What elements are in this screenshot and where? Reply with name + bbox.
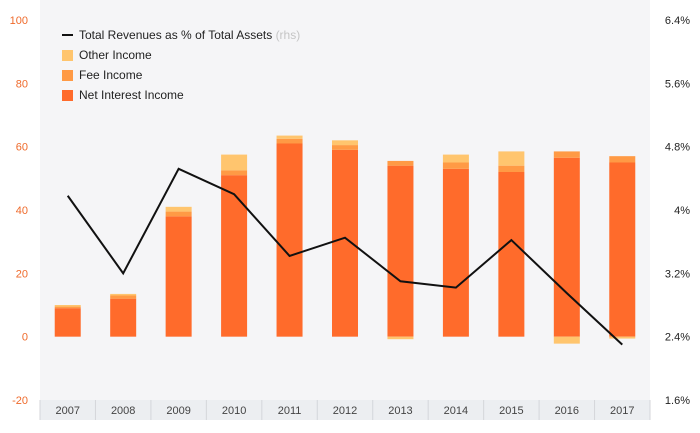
x-tick-label: 2012 [333,405,357,417]
left-tick-label: 100 [10,15,28,27]
left-tick-label: 40 [16,205,28,217]
legend-label-fee-income: Fee Income [79,68,143,82]
bar-segment-net-interest-income [110,298,137,337]
x-axis-band [39,400,651,420]
right-tick-label: 3.2% [665,268,690,280]
bar-segment-other-income [54,305,81,307]
bar-segment-other-income [165,206,192,212]
right-tick-label: 1.6% [665,395,690,407]
legend-line-suffix: (rhs) [276,28,301,42]
revenue-ratio-line [66,167,623,346]
x-tick-label: 2017 [610,405,634,417]
x-tick-label: 2011 [278,405,302,417]
x-tick-label: 2013 [388,405,412,417]
bar-segment-net-interest-income [498,172,525,337]
x-tick-label: 2014 [444,405,468,417]
bar-segment-net-interest-income [54,308,81,337]
left-tick-label: 80 [16,78,28,90]
x-axis-band-fill [40,400,650,420]
bar-segment-fee-income [110,295,137,299]
left-axis-ticks: -20 0 20 40 60 80 100 [10,15,28,407]
legend-line-label: Total Revenues as % of Total Assets [79,28,272,42]
left-tick-label: 20 [16,268,28,280]
left-tick-label: -20 [12,395,28,407]
x-tick-label: 2015 [499,405,523,417]
bar-segment-net-interest-income [276,143,303,337]
right-tick-label: 5.6% [665,78,690,90]
bar-segment-other-income [221,154,248,171]
bar-segment-negative-other-income [553,336,580,344]
line-series [66,167,623,346]
bar-segment-other-income [110,293,137,296]
bar-segment-net-interest-income [609,162,636,337]
legend-swatch-net-interest-income [62,90,73,101]
right-tick-label: 4.8% [665,142,690,154]
x-tick-label: 2008 [111,405,135,417]
bar-segment-net-interest-income [221,175,248,337]
bar-segment-net-interest-income [332,149,358,337]
x-tick-label: 2007 [55,405,79,417]
right-axis-ticks: 1.6% 2.4% 3.2% 4% 4.8% 5.6% 6.4% [665,15,690,407]
svg-text:Total Revenues as % of Total A: Total Revenues as % of Total Assets (rhs… [79,28,300,42]
legend-swatch-other-income [62,50,73,61]
bar-segment-fee-income [54,306,81,309]
legend: Total Revenues as % of Total Assets (rhs… [62,28,300,102]
bar-segment-fee-income [165,211,192,217]
bar-segment-fee-income [498,165,525,172]
bar-segment-other-income [276,135,303,139]
bar-segment-fee-income [332,145,358,150]
x-tick-label: 2009 [166,405,190,417]
x-tick-label: 2010 [222,405,246,417]
bar-segment-negative-other-income [387,336,414,340]
legend-label-net-interest-income: Net Interest Income [79,88,184,102]
bar-segment-other-income [498,151,525,166]
bar-segment-net-interest-income [387,165,414,337]
bar-segment-fee-income [276,138,303,144]
bar-segment-fee-income [442,162,469,169]
bar-segment-negative-other-income [609,336,636,339]
legend-swatch-fee-income [62,70,73,81]
right-tick-label: 6.4% [665,15,690,27]
bar-segment-other-income [442,154,469,163]
x-axis-ticks: 2007 2008 2009 2010 2011 2012 2013 2014 2015 2016… [55,405,634,417]
x-tick-label: 2016 [555,405,579,417]
bar-segment-fee-income [609,156,636,163]
right-tick-label: 2.4% [665,332,690,344]
right-tick-label: 4% [674,205,690,217]
legend-label-other-income: Other Income [79,48,152,62]
bar-segment-net-interest-income [553,157,580,337]
bar-segment-net-interest-income [442,168,469,337]
bar-segment-fee-income [221,170,248,176]
left-tick-label: 60 [16,142,28,154]
bar-segment-fee-income [553,151,580,158]
bar-segment-other-income [332,140,358,146]
bar-segment-net-interest-income [165,216,192,337]
bar-segment-fee-income [387,160,414,166]
left-tick-label: 0 [22,332,28,344]
